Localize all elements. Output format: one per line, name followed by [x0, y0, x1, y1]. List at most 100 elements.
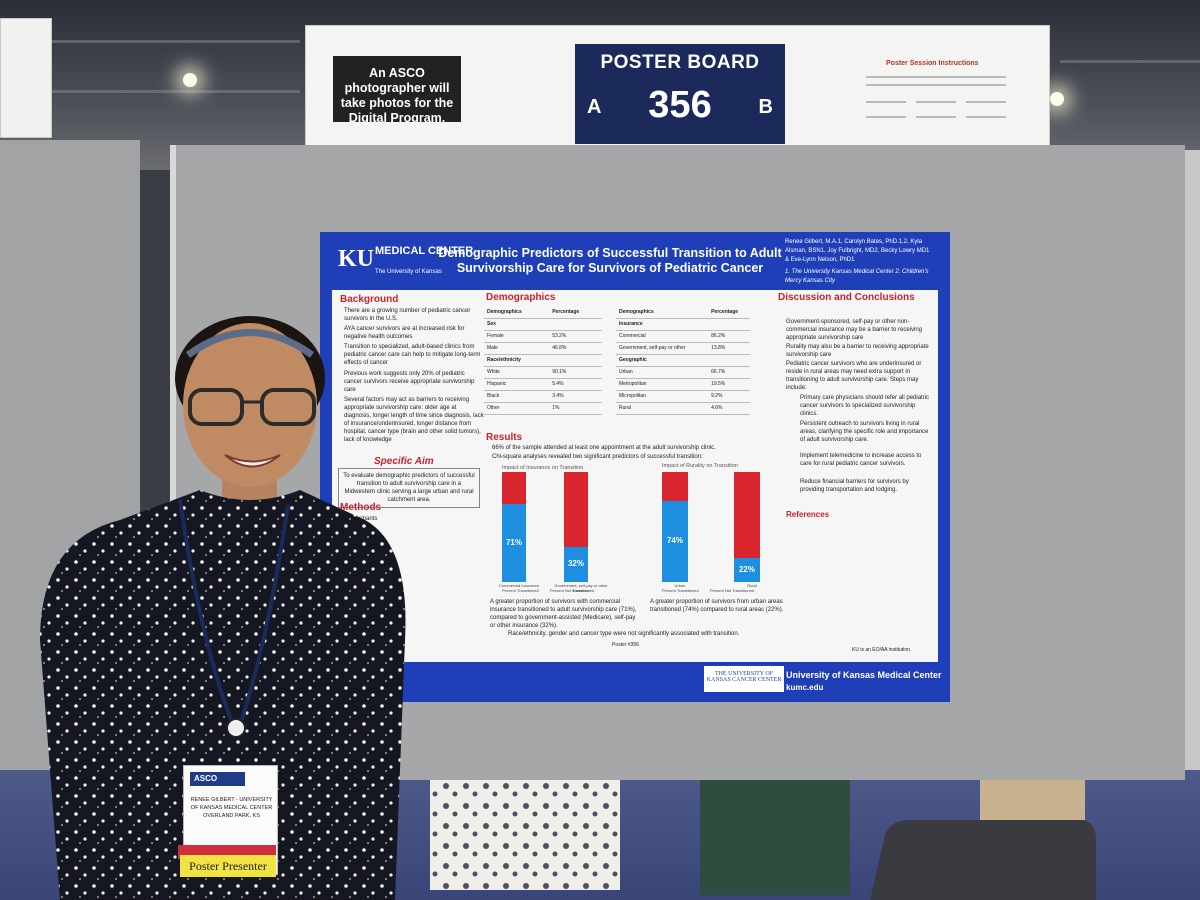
bar-value-label: 71% [505, 537, 522, 547]
poster-affiliations: 1. The University Kansas Medical Center … [785, 269, 929, 284]
poster-board-sign: An ASCO photographer will take photos fo… [305, 25, 1050, 160]
demographics-table-left: Demographics Percentage Sex Female 53.2% M… [484, 306, 602, 415]
legend-transitioned: Percent Transitioned [662, 588, 699, 593]
instruction-text-line [866, 84, 1006, 86]
table-cell: Micropolitan [616, 390, 709, 403]
table-cell: 4.6% [708, 402, 750, 415]
table-cell: Female [484, 330, 550, 343]
discussion-sub-bullet: Primary care physicians should refer all… [800, 395, 930, 417]
table-cell: 1% [549, 402, 602, 415]
results-bullet: 66% of the sample attended at least one … [492, 445, 716, 451]
bar-transitioned [662, 500, 688, 582]
discussion-bullet: Pediatric cancer survivors who are under… [786, 361, 922, 391]
bar-value-label: 22% [738, 564, 755, 574]
table-cell: Sex [484, 318, 550, 331]
table-cell [549, 318, 602, 331]
board-number-panel: POSTER BOARD A 356 B [575, 44, 785, 144]
methods-heading: Methods [340, 502, 382, 513]
table-cell: Other [484, 402, 550, 415]
bar-value-label: 74% [666, 536, 683, 546]
ku-medical-center: MEDICAL CENTER [375, 245, 474, 257]
table-cell: Government, self-pay or other [616, 342, 709, 355]
table-cell: Rural [616, 402, 709, 415]
cancer-center-logo: THE UNIVERSITY OF KANSAS CANCER CENTER [704, 666, 784, 692]
table-header: Percentage [549, 306, 602, 319]
lanyard-clip [226, 718, 246, 738]
background-bullet: There are a growing number of pediatric … [344, 308, 471, 322]
instruction-text-line [866, 76, 1006, 78]
references-heading: References [786, 510, 830, 519]
board-number: 356 [648, 84, 712, 126]
background-person-legs [980, 780, 1085, 820]
table-cell: Race/ethnicity [484, 354, 550, 367]
results-footnote: Race/ethnicity, gender and cancer type w… [508, 631, 740, 637]
bar-not-transitioned [662, 472, 688, 501]
table-cell: 86.2% [708, 330, 750, 343]
badge-name: RENEE GILBERT - UNIVERSITY OF KANSAS MED… [190, 797, 273, 819]
ceiling-truss [40, 40, 300, 43]
table-cell [708, 318, 750, 331]
legend-transitioned: Percent Transitioned [502, 588, 539, 593]
eeo-statement: KU is an EO/AA institution. [852, 647, 912, 653]
table-cell [549, 354, 602, 367]
discussion-heading: Discussion and Conclusions [778, 292, 915, 303]
table-cell: Insurance [616, 318, 709, 331]
table-header: Demographics [484, 306, 550, 319]
bar-value-label: 32% [567, 559, 584, 569]
headband [185, 329, 315, 358]
discussion-sub-bullet: Reduce financial barriers for survivors … [800, 479, 909, 493]
bar-transitioned [734, 557, 760, 582]
ceiling-light [1050, 92, 1064, 106]
bar-transitioned [564, 546, 588, 582]
session-instructions-title: Poster Session Instructions [886, 60, 979, 67]
legend-not-transitioned: Percent Not Transitioned [710, 588, 755, 593]
board-side-a: A [587, 96, 602, 118]
table-header: Percentage [708, 306, 750, 319]
ku-subtitle: The University of Kansas [375, 269, 442, 275]
background-person-dress [700, 780, 850, 895]
footer-url: kumc.edu [786, 683, 824, 692]
table-cell: Urban [616, 366, 709, 379]
instruction-text-line [866, 116, 906, 118]
right-poster-board [1185, 150, 1200, 770]
specific-aim-box: To evaluate demographic predictors of su… [338, 468, 480, 508]
table-cell: Metropolitan [616, 378, 709, 391]
chart-caption-insurance: A greater proportion of survivors with c… [490, 599, 637, 629]
smile [224, 454, 281, 468]
bar-category-label: Commercial Insurance [498, 583, 539, 588]
bar-category-label: Government, self-pay or other insurance [554, 583, 608, 593]
research-poster: KU MEDICAL CENTER The University of Kans… [320, 232, 950, 702]
lanyard [178, 499, 235, 726]
background-heading: Background [340, 294, 399, 305]
badge-logo: ASCO [190, 772, 245, 786]
glasses [260, 388, 316, 426]
table-cell: Commercial [616, 330, 709, 343]
instruction-text-line [866, 101, 906, 103]
bar-category-label: Urban [674, 583, 686, 588]
neighbor-sign [0, 18, 52, 138]
table-cell: 13.8% [708, 342, 750, 355]
ku-logo: KU [338, 246, 374, 272]
table-cell: Geographic [616, 354, 709, 367]
background-person-dress [430, 780, 620, 890]
results-bullet: Chi-square analyses revealed two signifi… [492, 454, 703, 460]
legend-not-transitioned: Percent Not Transitioned [550, 588, 595, 593]
bar-category-label: Rural [747, 583, 757, 588]
background-bullet: Several factors may act as barriers to r… [344, 397, 484, 443]
discussion-bullet: Rurality may also be a barrier to receiv… [786, 344, 929, 358]
table-cell: White [484, 366, 550, 379]
instruction-text-line [966, 101, 1006, 103]
demographics-heading: Demographics [486, 292, 556, 303]
table-cell: Hispanic [484, 378, 550, 391]
discussion-bullet: Government-sponsored, self-pay or other … [786, 319, 923, 341]
table-cell: 3.4% [549, 390, 602, 403]
chart-caption-rurality: A greater proportion of survivors from u… [650, 599, 784, 613]
poster-number: Poster #356 [612, 642, 639, 648]
bar-not-transitioned [564, 472, 588, 547]
demographics-table-right: Demographics Percentage Insurance Commerc… [616, 306, 750, 415]
table-cell: Male [484, 342, 550, 355]
instruction-text-line [966, 116, 1006, 118]
bar-not-transitioned [502, 472, 526, 504]
bar-transitioned [502, 503, 526, 582]
